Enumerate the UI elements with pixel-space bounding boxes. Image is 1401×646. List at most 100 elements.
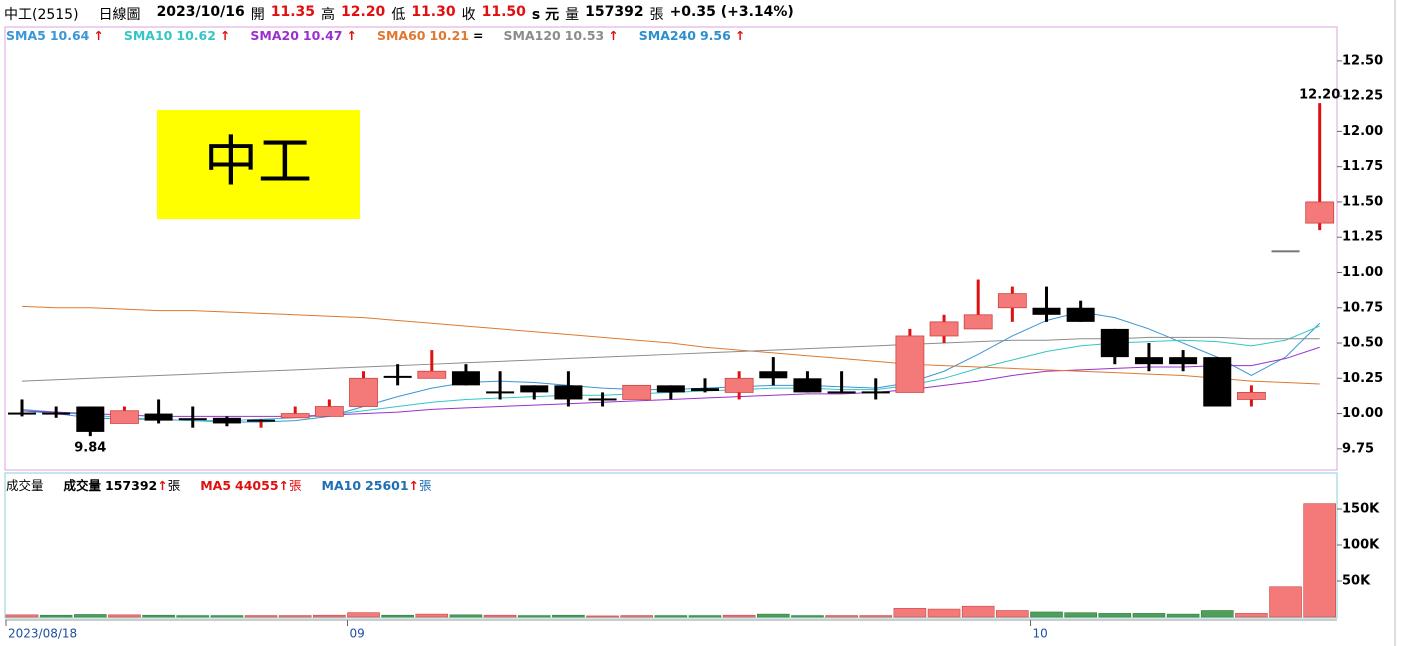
legend-item: SMA10 10.62 ↑ bbox=[124, 28, 231, 43]
legend-trend: ↑ bbox=[219, 28, 231, 43]
volume-bar bbox=[244, 615, 278, 618]
candle-body bbox=[383, 375, 412, 378]
volume-bar bbox=[5, 614, 39, 618]
volume-title: 成交量 bbox=[6, 478, 44, 493]
low-label: 低 bbox=[391, 7, 406, 23]
y-tick-label: 150K bbox=[1342, 502, 1380, 517]
candle-body bbox=[759, 371, 788, 379]
legend-trend: ↑ bbox=[93, 28, 104, 43]
stock-name: 中工(2515) bbox=[4, 7, 79, 23]
candle-body bbox=[827, 391, 856, 394]
candle-body bbox=[929, 321, 959, 337]
volume-bar bbox=[927, 608, 961, 618]
legend-value: 10.47 bbox=[302, 28, 343, 43]
price-legend: SMA5 10.64 ↑ SMA10 10.62 ↑ SMA20 10.47 ↑ SMA60 10.… bbox=[6, 28, 745, 43]
y-tick-label: 50K bbox=[1342, 574, 1371, 589]
legend-name: SMA10 bbox=[123, 28, 173, 43]
candle-body bbox=[42, 412, 71, 415]
y-tick-label: 12.00 bbox=[1342, 124, 1383, 139]
volume-bar bbox=[791, 615, 824, 618]
legend-value: 44055 bbox=[235, 478, 279, 493]
candle-body bbox=[1237, 392, 1266, 400]
open-label: 開 bbox=[250, 7, 265, 23]
candle-body bbox=[1271, 250, 1300, 253]
legend-name: MA5 bbox=[200, 478, 232, 493]
candle-body bbox=[1066, 307, 1095, 322]
y-tick-label: 12.25 bbox=[1342, 89, 1383, 104]
candle-body bbox=[861, 391, 890, 394]
legend-trend: ↑ bbox=[346, 28, 357, 43]
y-tick-label: 12.50 bbox=[1342, 53, 1383, 68]
volume-bar bbox=[1132, 613, 1166, 618]
candle-body bbox=[417, 370, 447, 379]
legend-name: SMA5 bbox=[6, 28, 46, 43]
min-label: 9.84 bbox=[74, 441, 106, 456]
candle-body bbox=[212, 417, 241, 424]
candle-body bbox=[178, 418, 207, 421]
close: 11.50 bbox=[481, 4, 526, 20]
legend-trend: ↑ bbox=[408, 478, 420, 493]
high-label: 高 bbox=[321, 7, 336, 23]
volume-bar bbox=[142, 614, 175, 618]
legend-item: MA5 44055↑張 bbox=[200, 475, 301, 494]
volume-bar bbox=[756, 613, 790, 618]
candle-body bbox=[144, 413, 173, 421]
legend-trend: = bbox=[473, 28, 484, 43]
volume-panel bbox=[4, 472, 1338, 619]
volume-bar bbox=[210, 615, 244, 618]
volume-bar bbox=[313, 614, 346, 618]
change: +0.35 (+3.14%) bbox=[669, 4, 794, 20]
candle-body bbox=[349, 377, 378, 407]
volume-bar bbox=[1166, 613, 1200, 618]
legend-value: 10.53 bbox=[564, 28, 605, 43]
unit: s 元 bbox=[531, 7, 560, 23]
candle-body bbox=[724, 377, 754, 393]
legend-item: SMA60 10.21 = bbox=[377, 28, 484, 43]
candle-body bbox=[486, 391, 515, 394]
candle-body bbox=[314, 406, 344, 417]
volume-bar bbox=[654, 615, 688, 618]
candle-body bbox=[1134, 357, 1163, 365]
price-panel bbox=[4, 26, 1338, 471]
candle-body bbox=[247, 419, 276, 422]
y-tick-label: 10.50 bbox=[1342, 336, 1383, 351]
close-label: 收 bbox=[461, 7, 476, 23]
volume-bar bbox=[1030, 611, 1063, 618]
volume-bar bbox=[825, 615, 858, 618]
y-tick-label: 10.00 bbox=[1342, 406, 1383, 421]
legend-value: 10.62 bbox=[176, 28, 216, 43]
y-tick-label: 11.50 bbox=[1342, 194, 1383, 209]
volume-bar bbox=[1098, 613, 1132, 618]
candle-body bbox=[793, 378, 822, 393]
volume-bar bbox=[1064, 612, 1097, 618]
candle-body bbox=[1100, 328, 1129, 358]
y-tick-label: 11.00 bbox=[1342, 265, 1383, 280]
volume-bar bbox=[74, 614, 107, 618]
volume-bar bbox=[961, 605, 995, 618]
volume-unit: 張 bbox=[649, 7, 664, 23]
volume-bar bbox=[381, 614, 414, 618]
legend-unit: 張 bbox=[167, 478, 181, 493]
badge-text: 中工 bbox=[204, 130, 312, 193]
y-tick-label: 10.75 bbox=[1342, 300, 1383, 315]
y-tick-label: 11.25 bbox=[1342, 230, 1383, 245]
volume-bar bbox=[552, 614, 585, 618]
candle-body bbox=[1203, 357, 1232, 407]
legend-name: MA10 bbox=[321, 478, 362, 493]
legend-trend: ↑ bbox=[157, 478, 168, 493]
legend-unit: 張 bbox=[419, 478, 432, 493]
x-tick-label: 10 bbox=[1033, 627, 1048, 641]
candle-body bbox=[691, 388, 719, 391]
legend-trend: ↑ bbox=[734, 28, 746, 43]
candle-body bbox=[963, 314, 993, 330]
candle-body bbox=[997, 293, 1027, 309]
y-tick-label: 9.75 bbox=[1342, 441, 1374, 456]
volume-bar bbox=[722, 614, 756, 618]
y-tick-label: 100K bbox=[1342, 538, 1380, 553]
legend-unit: 張 bbox=[289, 478, 302, 493]
date: 2023/10/16 bbox=[156, 4, 245, 20]
candle-body bbox=[520, 385, 549, 393]
legend-item: MA10 25601↑張 bbox=[322, 475, 432, 494]
